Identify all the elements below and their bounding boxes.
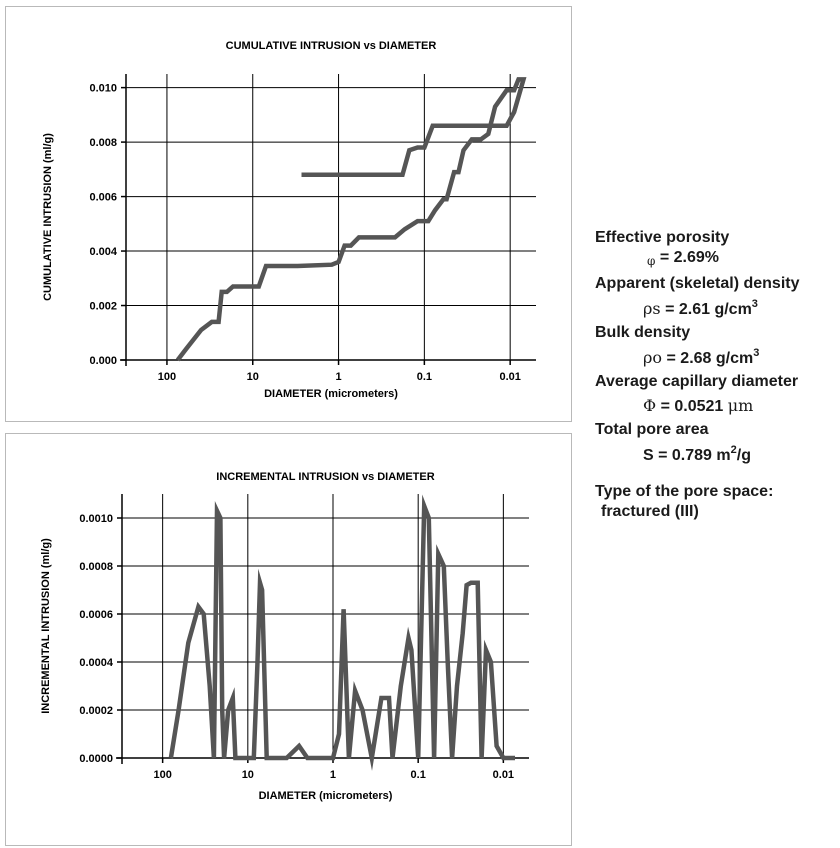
incremental-intrusion-chart: INCREMENTAL INTRUSION vs DIAMETER 0.0000 0…	[40, 471, 529, 802]
bulk-density: Bulk density ρo = 2.68 g/cm3	[595, 323, 840, 369]
pore-type: Type of the pore space: fractured (III)	[595, 482, 840, 522]
chart-title: CUMULATIVE INTRUSION vs DIAMETER	[226, 40, 437, 52]
pore-area-label: Total pore area	[595, 421, 709, 438]
x-tick-label: 100	[153, 769, 171, 781]
skeletal-density-exponent: 3	[751, 298, 758, 310]
y-tick-label: 0.006	[89, 192, 117, 204]
x-axis-title: DIAMETER (micrometers)	[259, 790, 393, 802]
effective-porosity-value-row: φ = 2.69%	[595, 248, 840, 271]
pore-area-value: S = 0.789 m	[643, 447, 731, 464]
chart-title: INCREMENTAL INTRUSION vs DIAMETER	[216, 471, 434, 483]
y-tick-label: 0.010	[89, 83, 117, 95]
x-tick-label: 1	[330, 769, 336, 781]
data-series-line	[168, 494, 515, 771]
skeletal-density-label: Apparent (skeletal) density	[595, 275, 800, 292]
pore-type-value: fractured (III)	[601, 503, 699, 520]
capillary-diameter-value-row: Φ = 0.0521 μm	[595, 396, 840, 417]
effective-porosity-value: = 2.69%	[659, 249, 720, 266]
phi-symbol: φ	[647, 254, 656, 268]
capillary-diameter-value: = 0.0521	[660, 398, 724, 415]
x-tick-label: 0.1	[411, 769, 426, 781]
bulk-density-label: Bulk density	[595, 324, 691, 341]
y-tick-label: 0.0000	[79, 753, 113, 765]
x-tick-label: 10	[247, 371, 259, 383]
pore-area-value-row: S = 0.789 m2/g	[595, 440, 840, 466]
rho-s-symbol: ρs	[643, 299, 661, 318]
capillary-diameter-label: Average capillary diameter	[595, 373, 799, 390]
bulk-density-value-row: ρo = 2.68 g/cm3	[595, 343, 840, 369]
y-tick-label: 0.0006	[79, 609, 113, 621]
y-tick-label: 0.008	[89, 137, 117, 149]
y-tick-label: 0.0002	[79, 705, 113, 717]
incremental-chart-panel: INCREMENTAL INTRUSION vs DIAMETER 0.0000 0…	[5, 433, 572, 846]
y-tick-label: 0.002	[89, 301, 117, 313]
cumulative-intrusion-chart: CUMULATIVE INTRUSION vs DIAMETER 0.000 0.0…	[42, 40, 536, 400]
y-axis-title: CUMULATIVE INTRUSION (ml/g)	[42, 133, 54, 301]
pore-type-label: Type of the pore space:	[595, 483, 774, 500]
skeletal-density-value: = 2.61 g/cm	[665, 301, 752, 318]
y-axis-title: INCREMENTAL INTRUSION (ml/g)	[40, 538, 52, 714]
skeletal-density: Apparent (skeletal) density ρs = 2.61 g/…	[595, 274, 840, 320]
data-series-line	[175, 77, 527, 362]
x-tick-label: 100	[158, 371, 176, 383]
x-tick-label: 0.1	[417, 371, 432, 383]
y-tick-label: 0.0004	[79, 657, 114, 669]
effective-porosity-label: Effective porosity	[595, 229, 730, 246]
x-axis-title: DIAMETER (micrometers)	[264, 388, 398, 400]
y-tick-label: 0.000	[89, 355, 117, 367]
rho-o-symbol: ρo	[643, 348, 663, 367]
x-tick-label: 0.01	[499, 371, 520, 383]
x-tick-label: 1	[335, 371, 341, 383]
y-tick-label: 0.0010	[79, 513, 113, 525]
bulk-density-value: = 2.68 g/cm	[666, 350, 754, 367]
effective-porosity: Effective porosity φ = 2.69%	[595, 228, 840, 271]
x-tick-label: 10	[242, 769, 254, 781]
pore-area: Total pore area S = 0.789 m2/g	[595, 420, 840, 466]
bulk-density-exponent: 3	[753, 347, 760, 359]
capital-phi-symbol: Φ	[643, 396, 657, 415]
pore-area-unit: /g	[736, 447, 751, 464]
y-tick-label: 0.004	[89, 246, 117, 258]
pore-area-exponent: 2	[730, 444, 737, 456]
sample-properties: Effective porosity φ = 2.69% Apparent (s…	[595, 228, 840, 525]
capillary-diameter-unit: μm	[727, 396, 754, 415]
capillary-diameter: Average capillary diameter Φ = 0.0521 μm	[595, 372, 840, 417]
cumulative-chart-panel: CUMULATIVE INTRUSION vs DIAMETER 0.000 0.0…	[5, 6, 572, 422]
y-tick-label: 0.0008	[79, 561, 113, 573]
skeletal-density-value-row: ρs = 2.61 g/cm3	[595, 294, 840, 320]
x-tick-label: 0.01	[493, 769, 514, 781]
